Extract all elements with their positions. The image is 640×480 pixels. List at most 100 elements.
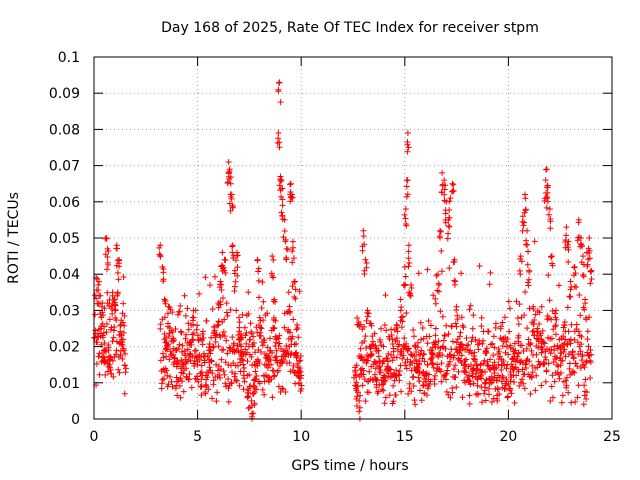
data-point [249,343,256,350]
data-point [247,336,254,343]
data-point [527,341,534,348]
data-point [357,392,364,399]
data-point [580,273,587,280]
data-point [255,321,262,328]
data-point [403,193,410,200]
data-point [357,355,364,362]
data-point [421,390,428,397]
data-point [91,292,98,299]
data-point [368,322,375,329]
data-point [492,320,499,327]
data-point [199,341,206,348]
data-point [164,310,171,317]
data-point [386,392,393,399]
data-point [468,338,475,345]
data-point [468,361,475,368]
data-point [215,343,222,350]
data-point [377,338,384,345]
data-point [104,245,111,252]
data-point [294,325,301,332]
data-point [218,281,225,288]
y-tick-label: 0.1 [58,50,80,66]
data-point [446,198,453,205]
data-point [406,380,413,387]
data-point [490,333,497,340]
data-point [559,392,566,399]
data-point [485,363,492,370]
data-point [424,340,431,347]
data-point [458,314,465,321]
data-point [478,375,485,382]
data-point [93,360,100,367]
data-point [409,360,416,367]
data-point [451,256,458,263]
data-point [521,191,528,198]
data-point [405,345,412,352]
data-point [246,383,253,390]
data-point [120,300,127,307]
data-point [230,340,237,347]
data-point [95,282,102,289]
data-point [416,358,423,365]
data-point [115,366,122,373]
data-point [545,360,552,367]
data-point [198,368,205,375]
data-point [198,353,205,360]
data-point [393,335,400,342]
data-point [446,265,453,272]
data-point [388,326,395,333]
data-point [534,325,541,332]
data-point [470,365,477,372]
data-point [543,204,550,211]
data-point [402,215,409,222]
data-point [404,356,411,363]
data-point [504,335,511,342]
data-point [243,312,250,319]
data-point [420,382,427,389]
data-point [185,354,192,361]
data-point [561,346,568,353]
data-point [447,195,454,202]
data-point [116,369,123,376]
data-point [260,317,267,324]
data-point [401,263,408,270]
data-point [579,253,586,260]
data-point [402,273,409,280]
data-point [438,189,445,196]
data-point [584,336,591,343]
data-point [356,408,363,415]
data-point [376,358,383,365]
data-point [252,349,259,356]
data-point [557,370,564,377]
data-point [449,389,456,396]
data-point [214,322,221,329]
data-point [519,366,526,373]
data-point [437,227,444,234]
data-point [562,377,569,384]
data-point [507,368,514,375]
data-point [494,397,501,404]
data-point [190,336,197,343]
data-point [164,372,171,379]
data-point [270,325,277,332]
data-point [264,344,271,351]
data-point [110,373,117,380]
data-point [461,367,468,374]
data-point [105,261,112,268]
data-point [273,353,280,360]
data-point [520,222,527,229]
data-point [581,306,588,313]
data-point [440,337,447,344]
data-point [529,319,536,326]
data-point [400,352,407,359]
data-point [439,169,446,176]
data-point [453,303,460,310]
data-point [516,267,523,274]
data-point [357,321,364,328]
data-point [244,358,251,365]
data-point [227,174,234,181]
data-point [357,345,364,352]
data-point [435,288,442,295]
data-point [443,388,450,395]
